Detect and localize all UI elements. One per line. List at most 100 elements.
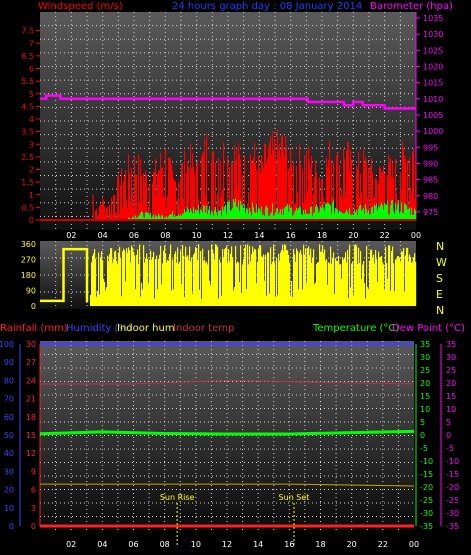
gust-bar xyxy=(253,207,254,220)
windspeed-bar xyxy=(173,178,175,220)
gust-bar xyxy=(327,202,328,220)
direction-bar xyxy=(320,251,322,306)
windspeed-bar xyxy=(96,208,98,220)
direction-bar xyxy=(142,289,144,306)
direction-bar xyxy=(174,253,176,306)
gust-bar xyxy=(148,213,149,220)
direction-bar xyxy=(392,246,394,306)
direction-bar xyxy=(205,263,207,306)
barometer-tick-label: 980 xyxy=(423,192,438,201)
windspeed-bar xyxy=(270,135,272,220)
windspeed-bar xyxy=(358,152,360,220)
gust-bar xyxy=(190,208,191,220)
direction-bar xyxy=(294,254,296,306)
windspeed-bar xyxy=(352,177,354,220)
gust-bar xyxy=(264,215,265,220)
windspeed-bar xyxy=(105,214,107,220)
gust-bar xyxy=(200,209,201,220)
direction-bar xyxy=(169,254,171,306)
direction-bar xyxy=(107,255,109,306)
gust-bar xyxy=(144,217,145,220)
windspeed-bar xyxy=(288,169,290,220)
windspeed-bar xyxy=(122,208,124,220)
direction-bar xyxy=(90,294,92,306)
direction-bar xyxy=(256,283,258,306)
gust-bar xyxy=(145,212,146,220)
gust-bar xyxy=(411,207,412,220)
direction-bar xyxy=(222,249,224,306)
windspeed-bar xyxy=(155,158,157,220)
gust-bar xyxy=(415,210,416,220)
gust-bar xyxy=(187,207,188,220)
temperature-tick-label: 0 xyxy=(420,431,425,440)
windspeed-bar xyxy=(234,144,236,220)
direction-bar xyxy=(152,256,154,306)
direction-bar xyxy=(401,250,403,306)
gust-bar xyxy=(375,205,376,220)
gust-bar xyxy=(297,210,298,220)
windspeed-bar xyxy=(326,157,328,220)
windspeed-bar xyxy=(357,168,359,220)
gust-bar xyxy=(412,214,413,220)
direction-bar xyxy=(112,262,114,306)
windspeed-bar xyxy=(265,144,267,220)
windspeed-bar xyxy=(161,167,163,220)
direction-bar xyxy=(210,285,212,306)
humidity-tick-label: 90 xyxy=(4,358,14,367)
direction-bar xyxy=(184,296,186,306)
windspeed-bar xyxy=(296,165,298,220)
direction-bar xyxy=(159,254,161,306)
direction-bar xyxy=(276,258,278,306)
windspeed-bar xyxy=(366,161,368,220)
gust-bar xyxy=(228,203,229,220)
windspeed-bar xyxy=(275,158,277,220)
direction-bar xyxy=(377,281,379,306)
windspeed-bar xyxy=(333,163,335,220)
gust-bar xyxy=(186,211,187,220)
gust-bar xyxy=(185,212,186,220)
gust-bar xyxy=(235,198,236,220)
direction-bar xyxy=(186,256,188,306)
direction-bar xyxy=(396,259,398,306)
dewpoint-tick-label: 25 xyxy=(446,366,456,375)
gust-bar xyxy=(172,211,173,220)
direction-bar xyxy=(394,291,396,306)
direction-bar xyxy=(254,248,256,306)
bottom-time-label: 04 xyxy=(97,540,107,549)
windspeed-bar xyxy=(253,157,255,220)
windspeed-bar xyxy=(191,168,193,220)
direction-bar xyxy=(94,248,96,306)
windspeed-tick-label: 4.5 xyxy=(21,102,34,111)
gust-bar xyxy=(251,215,252,220)
barometer-axis: 975 980 985 990 995 1000 1005 1010 1015 1020 1025 1… xyxy=(415,12,443,220)
direction-bar xyxy=(251,254,253,306)
direction-bar xyxy=(151,259,153,306)
windspeed-bar xyxy=(382,171,384,220)
gust-bar xyxy=(229,200,230,220)
windspeed-bar xyxy=(342,198,344,220)
gust-bar xyxy=(231,209,232,220)
windspeed-bars xyxy=(92,129,417,220)
direction-bar xyxy=(245,244,247,306)
humidity-tick-label: 10 xyxy=(4,504,14,513)
gust-bar xyxy=(388,215,389,220)
windspeed-bar xyxy=(205,195,207,220)
windspeed-bar xyxy=(373,197,375,220)
gust-bar xyxy=(132,216,133,220)
windspeed-bar xyxy=(137,213,139,220)
gust-bar xyxy=(392,200,393,220)
gust-bar xyxy=(409,207,410,220)
windspeed-bar xyxy=(126,199,128,220)
windspeed-bar xyxy=(263,168,265,220)
barometer-tick-label: 1030 xyxy=(423,30,443,39)
top-time-label: 16 xyxy=(286,231,296,240)
windspeed-bar xyxy=(395,158,397,220)
gust-bar xyxy=(180,214,181,220)
direction-bar xyxy=(328,262,330,306)
direction-bar xyxy=(133,251,135,306)
direction-bar xyxy=(287,250,289,306)
direction-bar xyxy=(389,245,391,306)
direction-bar xyxy=(325,260,327,306)
direction-bar xyxy=(240,245,242,306)
direction-bar xyxy=(351,263,353,306)
